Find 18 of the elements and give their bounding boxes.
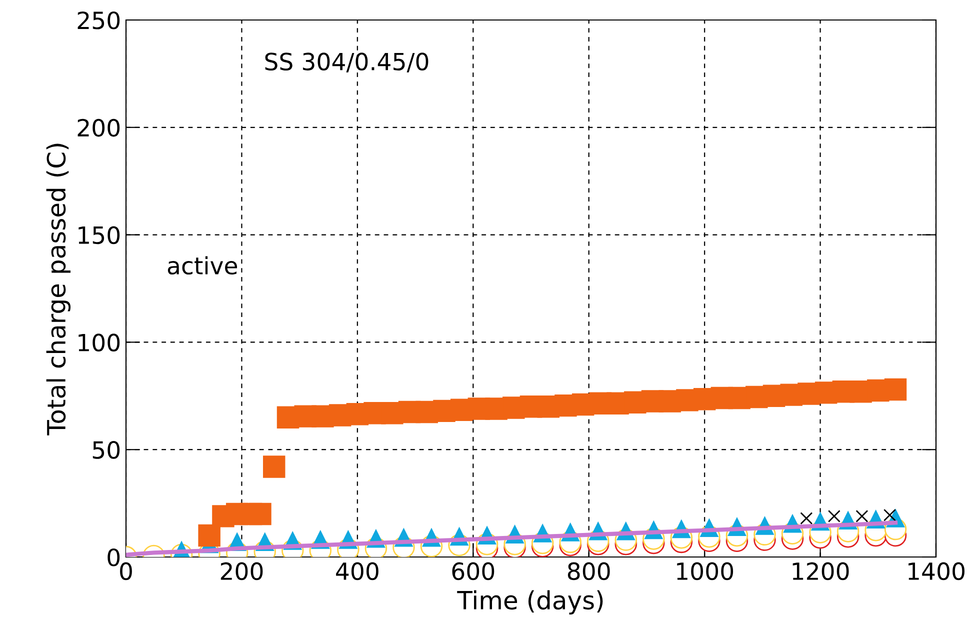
y-axis-title: Total charge passed (C) [46,144,71,436]
x-tick-label: 600 [452,562,494,580]
x-tick-label: 1400 [908,562,964,580]
y-tick-label: 200 [78,118,120,137]
annotation: active [168,256,238,275]
x-tick-label: 200 [220,562,263,580]
y-tick-label: 50 [92,441,120,459]
x-tick-label: 400 [336,562,378,580]
y-tick-label: 0 [108,548,120,566]
y-tick-label: 150 [78,226,120,244]
annotation: SS 304/0.45/0 [265,52,428,72]
x-tick-label: 800 [568,562,610,580]
y-tick-label: 100 [78,334,120,352]
x-tick-label: 1200 [792,562,849,580]
x-tick-label: 1000 [677,562,734,580]
x-tick-label: 0 [120,562,132,580]
y-tick-label: 250 [78,11,120,30]
x-axis-title: Time (days) [457,590,603,614]
